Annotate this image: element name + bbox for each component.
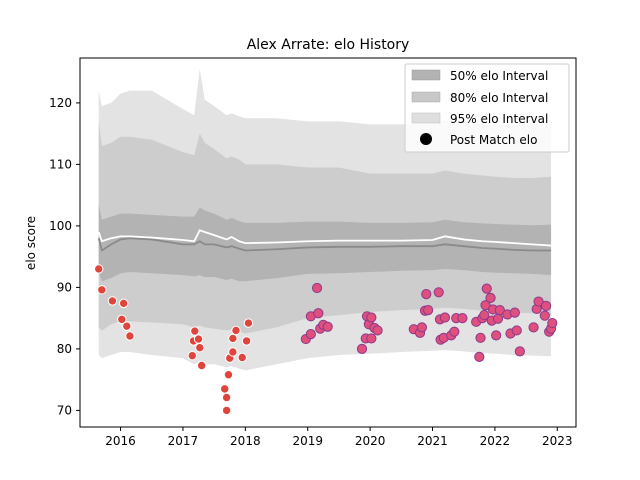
post-match-point-early xyxy=(190,326,200,336)
x-tick-label: 2019 xyxy=(292,434,323,448)
post-match-point-early xyxy=(228,347,238,357)
mean-line xyxy=(97,229,552,247)
post-match-point xyxy=(311,282,323,294)
post-match-point xyxy=(492,313,504,324)
post-match-point-early xyxy=(220,384,230,394)
post-match-point xyxy=(494,305,505,316)
y-tick-label: 80 xyxy=(57,342,72,356)
y-tick-label: 100 xyxy=(49,219,72,233)
legend-swatch-50 xyxy=(411,69,441,81)
x-tick-label: 2022 xyxy=(480,434,511,448)
y-tick-label: 70 xyxy=(57,403,72,417)
post-match-point-early xyxy=(243,318,254,328)
legend: 50% elo Interval 80% elo Interval 95% el… xyxy=(404,63,570,153)
post-match-point xyxy=(475,332,486,343)
post-match-point xyxy=(474,351,485,362)
post-match-point-early xyxy=(117,314,127,325)
post-match-point-early xyxy=(237,352,247,363)
post-match-point-early xyxy=(193,334,204,344)
post-match-point xyxy=(485,292,496,303)
post-match-point xyxy=(433,287,444,298)
legend-frame xyxy=(404,63,570,153)
post-match-point xyxy=(514,346,525,357)
post-match-point xyxy=(457,313,468,324)
axes: 2016 2017 2018 2019 2020 2021 2022 2023 70 80 90 10… xyxy=(49,57,577,448)
post-match-point xyxy=(533,296,544,307)
post-match-point-early xyxy=(231,325,241,336)
post-match-point xyxy=(511,325,522,336)
legend-label-post-match: Post Match elo xyxy=(450,133,537,147)
post-match-point xyxy=(449,326,460,337)
post-match-point-early xyxy=(122,321,132,331)
post-match-point xyxy=(313,308,324,319)
post-match-point-early xyxy=(223,370,234,380)
post-match-point xyxy=(421,289,432,300)
legend-marker-post-match xyxy=(420,133,432,145)
x-tick-label: 2023 xyxy=(542,434,573,448)
y-axis-label: elo score xyxy=(24,216,38,270)
post-match-point xyxy=(439,312,451,323)
post-match-point xyxy=(416,322,427,333)
post-match-point xyxy=(540,300,552,311)
post-match-point-early xyxy=(94,264,104,274)
post-match-point xyxy=(366,333,377,344)
post-match-point xyxy=(509,307,520,318)
legend-label-95: 95% elo Interval xyxy=(450,112,548,126)
post-match-point-early xyxy=(107,296,118,306)
post-match-point xyxy=(547,317,558,329)
x-tick-label: 2018 xyxy=(230,434,261,448)
band-50-interval xyxy=(98,204,552,282)
post-match-point xyxy=(423,305,434,316)
x-tick-label: 2016 xyxy=(105,434,136,448)
post-match-point-early xyxy=(118,298,129,309)
post-match-point xyxy=(528,322,539,333)
legend-swatch-80 xyxy=(411,91,441,103)
y-tick-label: 110 xyxy=(49,157,72,171)
y-tick-label: 120 xyxy=(49,96,72,110)
post-match-point xyxy=(372,325,383,336)
post-match-point xyxy=(479,309,490,321)
chart-title: Alex Arrate: elo History xyxy=(247,37,410,53)
legend-label-50: 50% elo Interval xyxy=(450,69,548,83)
post-match-point-early xyxy=(241,336,252,346)
post-match-point xyxy=(481,283,492,294)
post-match-point xyxy=(539,310,550,321)
post-match-point xyxy=(480,300,491,311)
post-match-point xyxy=(356,343,368,354)
post-match-point xyxy=(305,329,316,340)
x-tick-label: 2021 xyxy=(417,434,448,448)
median-line xyxy=(97,237,552,252)
legend-swatch-95 xyxy=(411,112,441,124)
post-match-point-early xyxy=(195,342,205,353)
post-match-point-early xyxy=(187,350,198,361)
post-match-point xyxy=(491,330,502,341)
post-match-point-early xyxy=(228,333,238,344)
post-match-point xyxy=(322,321,333,332)
post-match-point xyxy=(366,312,377,323)
axes-frame xyxy=(79,57,577,428)
post-match-point-early xyxy=(221,392,232,403)
x-tick-label: 2020 xyxy=(355,434,386,448)
legend-label-80: 80% elo Interval xyxy=(450,91,548,105)
y-tick-label: 90 xyxy=(57,280,72,294)
post-match-point-early xyxy=(97,285,107,295)
post-match-point-early xyxy=(221,405,232,416)
post-match-point-early xyxy=(125,331,135,341)
post-match-point-early xyxy=(196,360,207,371)
x-tick-label: 2017 xyxy=(168,434,199,448)
